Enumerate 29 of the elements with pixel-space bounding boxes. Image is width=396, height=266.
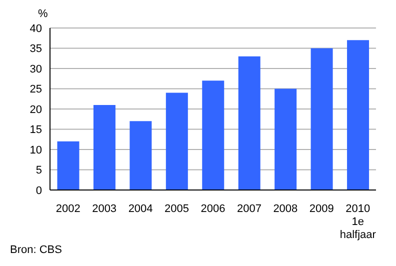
x-tick-label: 2006 [200, 203, 226, 215]
y-tick-label: 25 [30, 84, 42, 96]
y-tick-label: 5 [36, 164, 42, 177]
x-tick-label: 2003 [92, 203, 117, 215]
bar [130, 121, 152, 190]
y-tick-label: 10 [30, 144, 42, 156]
x-tick-label: 2005 [164, 203, 190, 215]
text: Bron: CBS [10, 244, 62, 256]
bar [166, 92, 188, 190]
x-tick-label: 2007 [236, 203, 262, 215]
x-tick-label: 2009 [309, 203, 334, 215]
bar [274, 88, 297, 190]
bar [57, 141, 80, 190]
bar [93, 104, 116, 190]
x-tick-label: 2010 1e halfjaar [340, 203, 376, 241]
y-tick-label: 0 [36, 184, 42, 197]
y-tick-label: 20 [30, 104, 42, 116]
bar [310, 48, 333, 190]
y-tick-label: 30 [30, 63, 42, 76]
y-tick-label: 15 [30, 124, 42, 136]
y-tick-label: 40 [30, 22, 42, 35]
x-tick-label: 2002 [56, 203, 80, 215]
bar [347, 40, 370, 190]
bar [238, 56, 260, 190]
y-axis-title: % [38, 8, 48, 20]
x-tick-label: 2004 [128, 203, 153, 215]
x-tick-label: 2008 [273, 203, 298, 215]
bar [202, 80, 224, 190]
y-tick-label: 35 [30, 43, 42, 56]
